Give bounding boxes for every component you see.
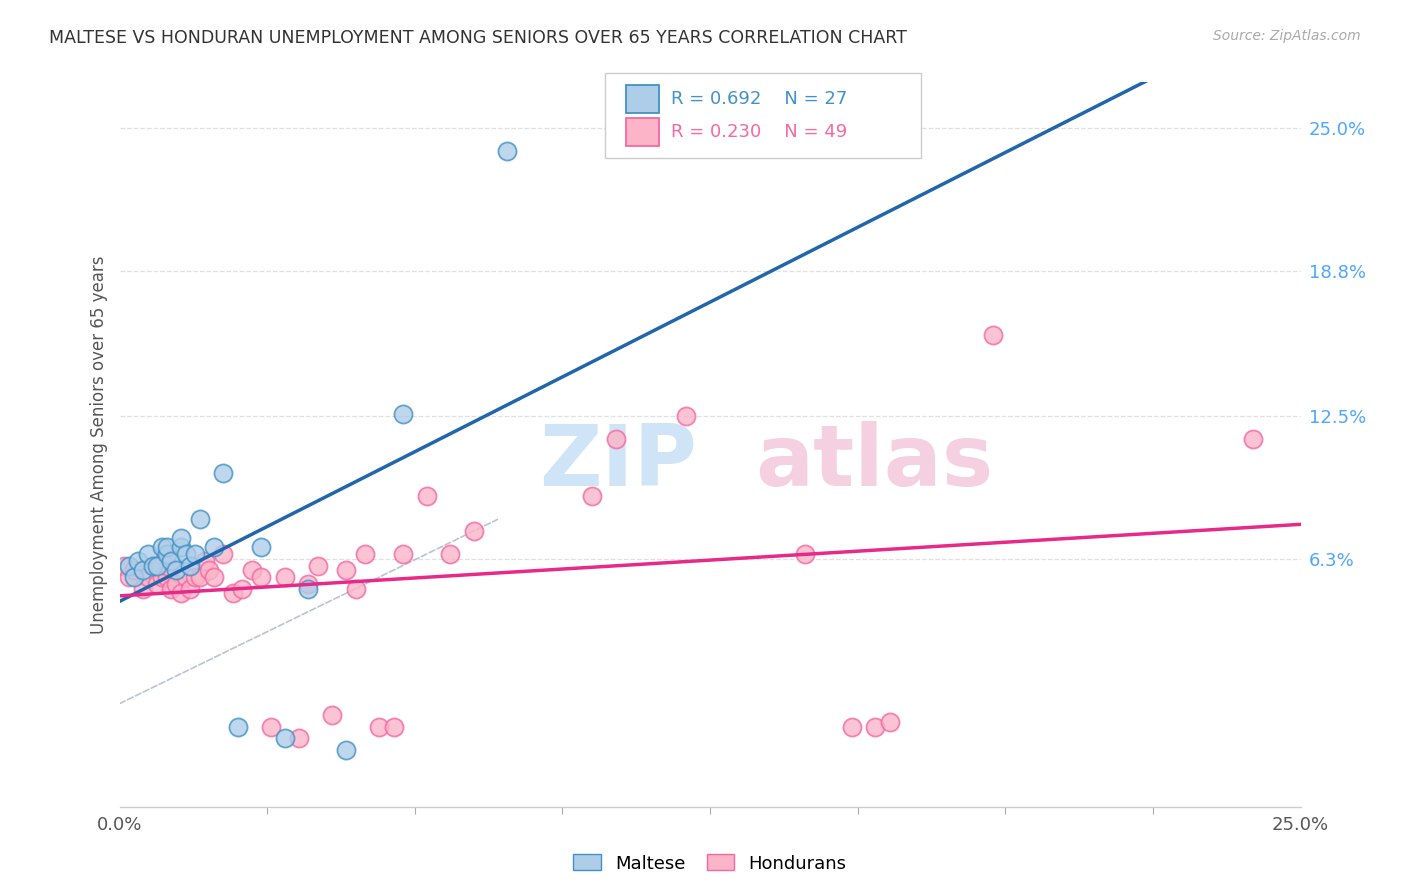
Point (112, 558, 135, 573)
Point (165, 577, 187, 591)
Point (496, 144, 519, 158)
Point (165, 563, 187, 577)
Point (170, 531, 193, 545)
Point (392, 547, 415, 561)
Point (184, 570, 207, 584)
Point (132, 582, 155, 596)
Legend: Maltese, Hondurans: Maltese, Hondurans (564, 846, 856, 881)
Point (335, 742, 357, 756)
Point (297, 577, 319, 591)
Point (382, 720, 405, 734)
Point (354, 547, 377, 561)
Text: ZIP: ZIP (538, 421, 696, 504)
Point (260, 720, 283, 734)
Point (581, 490, 603, 504)
Point (368, 720, 391, 734)
Point (274, 570, 297, 584)
Point (321, 708, 343, 723)
Point (439, 547, 461, 561)
Point (344, 582, 367, 596)
Point (150, 570, 173, 584)
Point (174, 547, 197, 561)
Point (250, 570, 273, 584)
Point (240, 563, 263, 577)
Point (179, 582, 201, 596)
Point (174, 570, 197, 584)
Point (392, 407, 415, 421)
Point (274, 731, 297, 746)
Point (156, 540, 179, 554)
Point (675, 409, 697, 423)
Point (146, 577, 169, 591)
Point (879, 715, 901, 730)
Point (983, 328, 1005, 343)
Point (202, 570, 225, 584)
Point (463, 524, 485, 538)
Text: R = 0.230    N = 49: R = 0.230 N = 49 (671, 123, 846, 141)
Point (156, 558, 179, 573)
Point (142, 558, 165, 573)
Point (170, 540, 193, 554)
Point (188, 570, 211, 584)
Point (118, 558, 141, 573)
Point (179, 558, 201, 573)
Point (156, 547, 179, 561)
Point (1241, 432, 1264, 446)
Point (226, 720, 249, 734)
Point (184, 547, 207, 561)
Point (150, 540, 173, 554)
Point (198, 563, 221, 577)
Point (160, 582, 183, 596)
Point (335, 563, 357, 577)
Point (156, 570, 179, 584)
Point (136, 547, 159, 561)
Point (212, 547, 235, 561)
Text: Source: ZipAtlas.com: Source: ZipAtlas.com (1213, 29, 1361, 44)
Point (415, 490, 437, 504)
Point (127, 554, 149, 568)
Point (231, 582, 253, 596)
Point (118, 570, 141, 584)
Point (132, 563, 155, 577)
Point (136, 570, 159, 584)
Point (793, 547, 815, 561)
Point (297, 582, 319, 596)
Point (188, 512, 211, 526)
Text: MALTESE VS HONDURAN UNEMPLOYMENT AMONG SENIORS OVER 65 YEARS CORRELATION CHART: MALTESE VS HONDURAN UNEMPLOYMENT AMONG S… (49, 29, 907, 47)
Point (146, 558, 169, 573)
Point (222, 586, 245, 600)
Point (193, 554, 215, 568)
Text: R = 0.692    N = 27: R = 0.692 N = 27 (671, 90, 846, 108)
Point (865, 720, 887, 734)
Point (288, 731, 311, 746)
Point (307, 558, 329, 573)
Point (605, 432, 627, 446)
Point (160, 554, 183, 568)
Point (250, 540, 273, 554)
Point (142, 558, 165, 573)
Point (841, 720, 863, 734)
Point (212, 467, 235, 481)
Point (170, 586, 193, 600)
Y-axis label: Unemployment Among Seniors over 65 years: Unemployment Among Seniors over 65 years (90, 255, 108, 634)
Text: atlas: atlas (755, 421, 993, 504)
Point (122, 563, 145, 577)
Point (202, 540, 225, 554)
Point (122, 570, 145, 584)
